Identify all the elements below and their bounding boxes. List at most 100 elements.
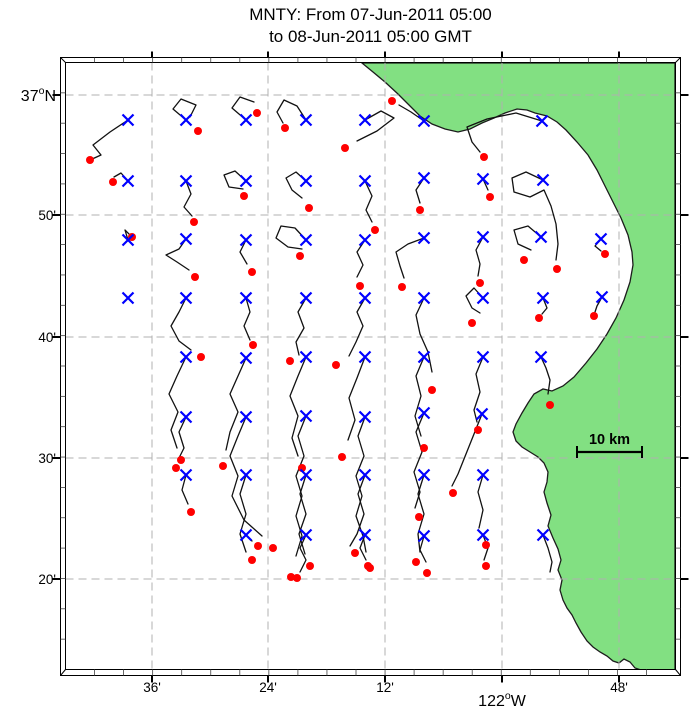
start-marker-x	[417, 468, 431, 482]
end-marker-dot	[449, 489, 457, 497]
drifter-trajectory	[225, 357, 247, 451]
drifter-trajectory	[364, 180, 373, 223]
drifter-trajectory	[231, 96, 255, 121]
end-marker-dot	[412, 558, 420, 566]
end-marker-dot	[248, 268, 256, 276]
end-marker-dot	[332, 361, 340, 369]
end-marker-dot	[194, 127, 202, 135]
axis-tick-label: 37oN	[21, 85, 56, 105]
drifter-trajectory	[359, 534, 367, 561]
start-marker-x	[299, 528, 313, 542]
drifter-trajectory	[541, 297, 548, 315]
drifter-trajectory	[395, 237, 425, 279]
start-marker-x	[417, 406, 431, 420]
drifter-trajectory	[183, 180, 193, 217]
start-marker-x	[239, 113, 253, 127]
drifter-trajectory	[413, 412, 425, 509]
end-marker-dot	[428, 386, 436, 394]
start-marker-x	[299, 174, 313, 188]
end-marker-dot	[366, 564, 374, 572]
start-marker-x	[476, 350, 490, 364]
start-marker-x	[417, 114, 431, 128]
start-marker-x	[536, 528, 550, 542]
end-marker-dot	[420, 444, 428, 452]
start-marker-x	[239, 468, 253, 482]
end-marker-dot	[535, 314, 543, 322]
axis-tick-label: 20'	[38, 572, 56, 587]
end-marker-dot	[601, 250, 609, 258]
start-marker-x	[534, 230, 548, 244]
drifter-trajectory	[477, 474, 484, 529]
start-marker-x	[417, 529, 431, 543]
end-marker-dot	[286, 357, 294, 365]
start-marker-x	[358, 113, 372, 127]
start-marker-x	[121, 291, 135, 305]
end-marker-dot	[240, 192, 248, 200]
end-marker-dot	[520, 256, 528, 264]
start-marker-x	[476, 230, 490, 244]
end-marker-dot	[371, 226, 379, 234]
start-marker-x	[358, 291, 372, 305]
drifter-trajectory	[451, 413, 483, 487]
start-marker-x	[299, 113, 313, 127]
end-marker-dot	[269, 544, 277, 552]
drifter-trajectory	[419, 535, 427, 563]
drifter-trajectory	[89, 119, 129, 161]
drifter-trajectory	[276, 99, 307, 124]
drifter-trajectory	[414, 356, 425, 437]
end-marker-dot	[109, 178, 117, 186]
frame-corner-miter	[60, 57, 66, 63]
drifter-trajectory	[275, 225, 307, 250]
start-marker-x	[476, 291, 490, 305]
axis-tick-label: 122oW	[478, 690, 527, 710]
end-marker-dot	[187, 508, 195, 516]
drifter-trajectory	[542, 534, 553, 573]
axis-tick-label: 24'	[259, 680, 277, 695]
end-marker-dot	[293, 574, 301, 582]
scale-bar-label: 10 km	[589, 432, 630, 448]
end-marker-dot	[296, 252, 304, 260]
frame-corner-miter	[60, 669, 66, 676]
end-marker-dot	[423, 569, 431, 577]
end-marker-dot	[338, 453, 346, 461]
drifter-trajectory	[349, 474, 366, 547]
start-marker-x	[358, 528, 372, 542]
drifter-trajectory	[170, 297, 192, 351]
end-marker-dot	[415, 513, 423, 521]
start-marker-x	[121, 113, 135, 127]
end-marker-dot	[172, 464, 180, 472]
end-marker-dot	[306, 562, 314, 570]
drifter-trajectory	[181, 474, 189, 505]
drifter-trajectory	[475, 236, 484, 277]
drifter-trajectory	[415, 297, 433, 373]
axis-tick-label: 30'	[38, 451, 56, 466]
start-marker-x	[417, 171, 431, 185]
drifter-trajectory	[466, 112, 543, 153]
frame-corner-miter	[675, 669, 681, 676]
start-marker-x	[239, 233, 253, 247]
end-marker-dot	[305, 204, 313, 212]
axis-tick-label: 48'	[610, 680, 628, 695]
end-marker-dot	[253, 109, 261, 117]
end-marker-dot	[476, 279, 484, 287]
start-marker-x	[239, 291, 253, 305]
start-marker-x	[299, 468, 313, 482]
end-marker-dot	[388, 97, 396, 105]
start-marker-x	[358, 350, 372, 364]
start-marker-x	[239, 410, 253, 424]
start-marker-x	[595, 290, 609, 304]
frame-corner-miter	[675, 57, 681, 63]
start-marker-x	[179, 113, 193, 127]
start-marker-x	[475, 407, 489, 421]
start-marker-x	[535, 114, 549, 128]
axis-tick-label: 50'	[38, 208, 56, 223]
end-marker-dot	[190, 218, 198, 226]
axis-tick-label: 36'	[143, 680, 161, 695]
end-marker-dot	[590, 312, 598, 320]
figure-title-line1: MNTY: From 07-Jun-2011 05:00	[249, 5, 492, 24]
drifter-trajectory	[239, 239, 248, 265]
end-marker-dot	[281, 124, 289, 132]
start-marker-x	[179, 232, 193, 246]
end-marker-dot	[254, 542, 262, 550]
